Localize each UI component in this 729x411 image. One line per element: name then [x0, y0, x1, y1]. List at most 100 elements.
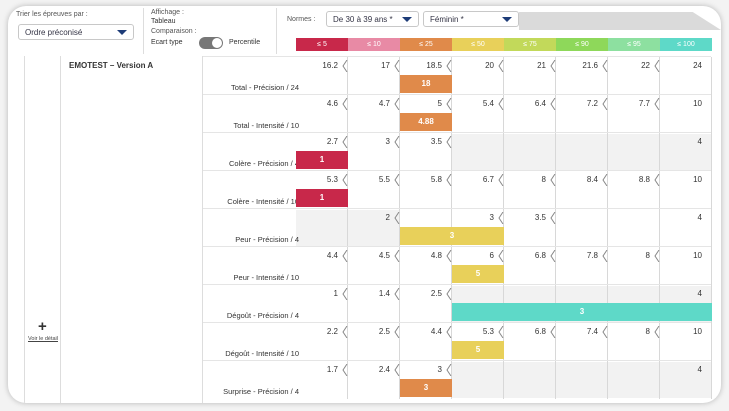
percentile-value: 6.7 — [482, 175, 494, 184]
grid-line — [399, 209, 400, 247]
results-panel: Trier les épreuves par : Ordre préconisé… — [8, 6, 721, 403]
percentile-value: 2.7 — [326, 137, 338, 146]
wave-marker-icon — [394, 326, 400, 338]
wave-marker-icon — [498, 326, 504, 338]
grid-line — [711, 247, 712, 285]
test-name: EMOTEST – Version A — [69, 61, 154, 70]
percentile-value: 5.5 — [378, 175, 390, 184]
wave-marker-icon — [602, 326, 608, 338]
percentile-value: 10 — [693, 175, 702, 184]
comparison-label: Comparaison : — [151, 28, 197, 35]
grid-line — [347, 361, 348, 399]
score-bar[interactable]: 1 — [296, 151, 348, 169]
percentile-value: 7.4 — [586, 327, 598, 336]
grid-line — [451, 285, 452, 323]
toggle-knob — [212, 38, 222, 48]
grid-line — [347, 95, 348, 133]
row-label: Peur - Intensité / 10 — [233, 273, 299, 282]
sort-label: Trier les épreuves par : — [16, 11, 88, 18]
wave-marker-icon — [602, 98, 608, 110]
grid-line — [399, 361, 400, 399]
percentile-value: 10 — [693, 99, 702, 108]
score-bar[interactable]: 3 — [400, 227, 504, 245]
grid-line — [607, 361, 608, 399]
percentile-value: 8 — [541, 175, 546, 184]
display-value: Tableau — [151, 18, 176, 25]
table-row: Dégoût - Intensité / 10 2.2 2.5 4.4 5.3 6.8 7.… — [203, 322, 712, 361]
row-label: Colère - Intensité / 10 — [227, 197, 299, 206]
percentile-label: Percentile — [229, 39, 261, 46]
detail-column: + Voir le détail — [25, 56, 61, 403]
age-select-value: De 30 à 39 ans * — [333, 15, 393, 24]
wave-marker-icon — [394, 174, 400, 186]
wave-marker-icon — [654, 250, 660, 262]
percentile-value: 21.6 — [582, 61, 598, 70]
wave-marker-icon — [550, 98, 556, 110]
percentile-band: ≤ 50 — [452, 38, 504, 51]
grid-line — [451, 171, 452, 209]
row-label: Total - Intensité / 10 — [233, 121, 299, 130]
sex-select-value: Féminin * — [430, 15, 464, 24]
score-bar[interactable]: 18 — [400, 75, 452, 93]
wave-marker-icon — [342, 364, 348, 376]
grid-line — [607, 57, 608, 95]
wave-marker-icon — [654, 60, 660, 72]
row-label: Total - Précision / 24 — [231, 83, 299, 92]
wave-marker-icon — [654, 326, 660, 338]
score-bar[interactable]: 3 — [400, 379, 452, 397]
grid-line — [503, 133, 504, 171]
grid-line — [399, 57, 400, 95]
score-bar[interactable]: 1 — [296, 189, 348, 207]
table-row: Total - Précision / 24 16.2 17 18.5 20 21 21.6… — [203, 56, 712, 95]
wave-marker-icon — [654, 174, 660, 186]
percentile-value: 18.5 — [426, 61, 442, 70]
wave-marker-icon — [654, 98, 660, 110]
table-row: Dégoût - Précision / 4 1 1.4 2.5 4 3 — [203, 284, 712, 323]
score-bar[interactable]: 3 — [452, 303, 712, 321]
grid-line — [555, 95, 556, 133]
plus-icon[interactable]: + — [38, 318, 47, 335]
wave-marker-icon — [498, 212, 504, 224]
percentile-value: 1.4 — [378, 289, 390, 298]
table-row: Colère - Précision / 4 2.7 3 3.5 4 1 — [203, 132, 712, 171]
grid-line — [607, 133, 608, 171]
grid-line — [659, 57, 660, 95]
percentile-value: 4.5 — [378, 251, 390, 260]
percentile-value: 8.8 — [638, 175, 650, 184]
wave-marker-icon — [550, 250, 556, 262]
wave-marker-icon — [498, 98, 504, 110]
table-row: Total - Intensité / 10 4.6 4.7 5 5.4 6.4 7.2 7.… — [203, 94, 712, 133]
grid-line — [711, 361, 712, 399]
wave-marker-icon — [342, 98, 348, 110]
comparison-toggle[interactable] — [199, 37, 223, 49]
sort-select[interactable]: Ordre préconisé — [18, 24, 134, 40]
detail-link[interactable]: Voir le détail — [28, 336, 58, 342]
grid-line — [659, 209, 660, 247]
grid-line — [347, 323, 348, 361]
wave-marker-icon — [498, 60, 504, 72]
wave-marker-icon — [602, 174, 608, 186]
row-label: Surprise - Précision / 4 — [223, 387, 299, 396]
percentile-band: ≤ 90 — [556, 38, 608, 51]
age-select[interactable]: De 30 à 39 ans * — [326, 11, 419, 27]
grid-line — [659, 95, 660, 133]
percentile-value: 2.4 — [378, 365, 390, 374]
percentile-value: 20 — [485, 61, 494, 70]
score-bar[interactable]: 4.88 — [400, 113, 452, 131]
grid-line — [555, 361, 556, 399]
percentile-value: 2.5 — [430, 289, 442, 298]
wave-marker-icon — [602, 60, 608, 72]
wave-marker-icon — [342, 60, 348, 72]
wave-marker-icon — [446, 364, 452, 376]
percentile-value: 5.3 — [326, 175, 338, 184]
grid-line — [659, 323, 660, 361]
sex-select[interactable]: Féminin * — [423, 11, 519, 27]
grid-line — [607, 323, 608, 361]
score-bar[interactable]: 5 — [452, 265, 504, 283]
score-bar[interactable]: 5 — [452, 341, 504, 359]
norms-label: Normes : — [287, 16, 316, 23]
wave-marker-icon — [498, 250, 504, 262]
percentile-value: 4 — [697, 365, 702, 374]
wave-marker-icon — [342, 174, 348, 186]
chevron-down-icon — [117, 30, 127, 35]
